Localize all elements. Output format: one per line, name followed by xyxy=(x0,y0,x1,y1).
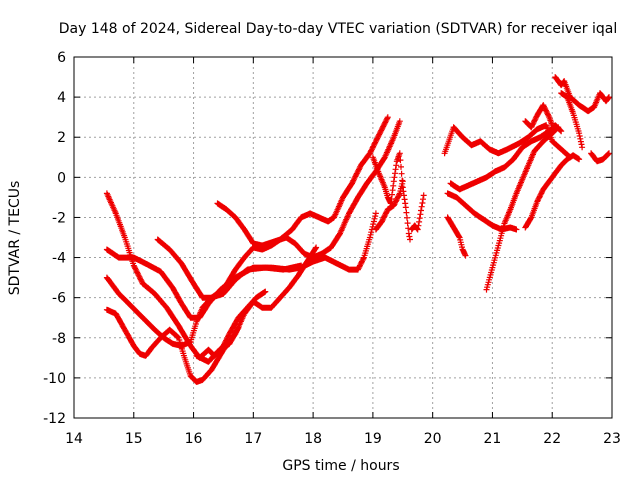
x-tick-label: 18 xyxy=(304,431,322,447)
data-points xyxy=(103,74,612,385)
series-arc-10 xyxy=(408,192,427,233)
plot-frame xyxy=(73,56,613,419)
y-tick-label: 0 xyxy=(57,170,66,186)
y-tick-label: -12 xyxy=(43,411,66,427)
x-tick-label: 23 xyxy=(603,431,621,447)
series-arc-16 xyxy=(522,152,583,231)
series-arc-11 xyxy=(441,122,574,161)
chart-title: Day 148 of 2024, Sidereal Day-to-day VTE… xyxy=(59,21,617,37)
series-arc-6 xyxy=(214,118,403,261)
series-arc-19 xyxy=(588,150,612,165)
y-tick-label: -10 xyxy=(43,371,66,387)
x-tick-label: 17 xyxy=(244,431,262,447)
series-arc-14 xyxy=(444,214,469,259)
x-tick-label: 14 xyxy=(65,431,83,447)
x-tick-label: 21 xyxy=(484,431,502,447)
y-tick-label: -6 xyxy=(52,291,66,307)
y-tick-label: -8 xyxy=(52,331,66,347)
data-point-markers xyxy=(522,152,583,231)
data-point-markers xyxy=(408,192,427,233)
axis-ticks: 14 15 16 17 18 19 20 21 22 23 -12 -10 -8 -6 -4 -2 0 2 4 6 xyxy=(43,50,621,447)
data-point-markers xyxy=(522,102,556,131)
x-tick-label: 20 xyxy=(424,431,442,447)
data-point-markers xyxy=(588,150,612,165)
x-tick-label: 15 xyxy=(125,431,143,447)
data-point-markers xyxy=(214,118,403,261)
data-point-markers xyxy=(483,124,562,293)
y-tick-label: -2 xyxy=(52,210,66,226)
data-point-markers xyxy=(193,324,242,365)
series-arc-9 xyxy=(372,178,406,233)
series-arc-15 xyxy=(483,124,562,293)
data-point-markers xyxy=(441,122,574,161)
y-axis-label: SDTVAR / TECUs xyxy=(7,181,23,296)
data-point-markers xyxy=(558,90,586,151)
series-arc-13 xyxy=(444,190,520,233)
series-arc-7 xyxy=(193,324,242,365)
y-tick-label: 4 xyxy=(57,90,66,106)
data-point-markers xyxy=(444,214,469,259)
data-point-markers xyxy=(372,178,406,233)
grid-lines xyxy=(74,57,612,418)
data-point-markers xyxy=(154,114,391,301)
series-arc-17 xyxy=(552,74,612,115)
x-tick-label: 22 xyxy=(543,431,561,447)
series-arc-18 xyxy=(558,90,586,151)
series-arc-5 xyxy=(154,114,391,301)
x-tick-label: 16 xyxy=(185,431,203,447)
y-tick-label: -4 xyxy=(52,251,66,267)
series-arc-20 xyxy=(522,102,556,131)
x-tick-label: 19 xyxy=(364,431,382,447)
series-arc-12 xyxy=(447,122,565,193)
y-tick-label: 6 xyxy=(57,50,66,66)
x-axis-label: GPS time / hours xyxy=(282,458,399,474)
data-point-markers xyxy=(444,190,520,233)
y-tick-label: 2 xyxy=(57,130,66,146)
data-point-markers xyxy=(447,122,565,193)
data-point-markers xyxy=(552,74,612,115)
